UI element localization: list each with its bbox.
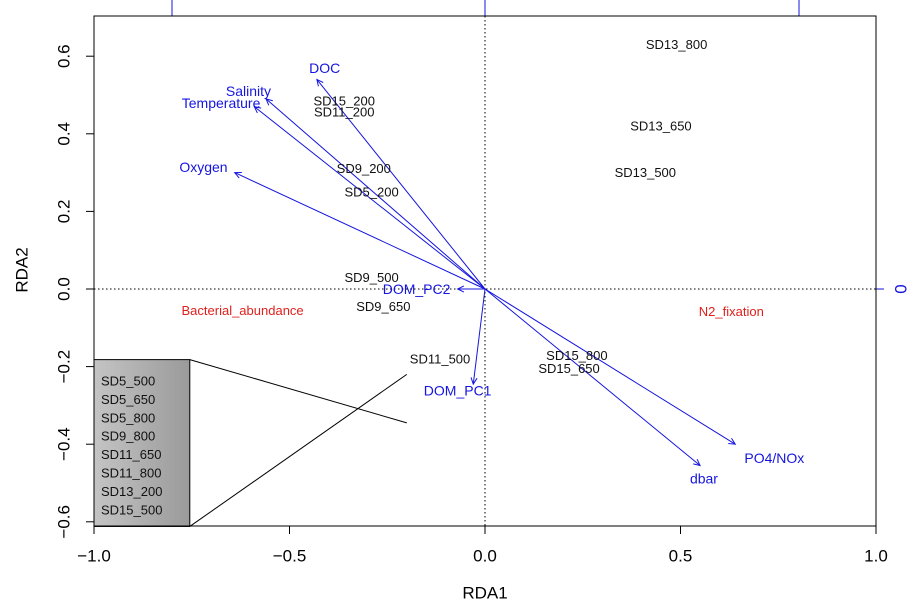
y-axis-tick-label: 0.4 <box>55 122 74 146</box>
sample-label: SD11_200 <box>314 105 374 120</box>
sample-label: SD15_800 <box>546 348 607 363</box>
sample-label: SD9_500 <box>345 270 399 285</box>
factor-label: N2_fixation <box>699 304 764 319</box>
vector-arrow <box>253 106 486 290</box>
sample-label: SD9_200 <box>337 161 391 176</box>
sample-label: SD13_500 <box>615 165 676 180</box>
zoom-connector-line <box>189 373 408 527</box>
vector-arrow <box>265 98 486 290</box>
x-axis-tick-label: −0.5 <box>273 547 307 566</box>
factor-label: Bacterial_abundance <box>182 303 304 318</box>
x-axis-title: RDA1 <box>462 584 507 603</box>
sample-label: SD15_200 <box>314 93 375 108</box>
vector-arrow <box>484 288 701 466</box>
vector-arrow <box>472 288 486 385</box>
sample-label: SD15_650 <box>538 361 599 376</box>
inset-sample-label: SD13_200 <box>101 484 162 499</box>
vector-arrowhead <box>470 377 478 386</box>
vector-label: DOC <box>309 60 340 76</box>
zoom-connector-line <box>189 359 407 424</box>
y-axis-tick-label: 0.0 <box>55 277 74 301</box>
sample-label: SD5_200 <box>345 185 399 200</box>
vector-label: dbar <box>690 470 718 486</box>
vector-arrowhead <box>693 458 701 467</box>
y-axis-tick-label: 0.2 <box>55 200 74 224</box>
vector-arrowhead <box>728 438 737 445</box>
vector-label: Salinity <box>226 83 271 99</box>
inset-sample-label: SD11_800 <box>101 466 161 481</box>
x-axis-tick-label: 0.5 <box>669 547 693 566</box>
vector-arrowhead <box>265 98 273 106</box>
y-axis-tick-label: −0.4 <box>55 427 74 461</box>
vector-arrowhead <box>233 171 242 179</box>
y-axis-title: RDA2 <box>13 247 32 292</box>
x-axis-tick-label: −1.0 <box>77 547 111 566</box>
y-axis-tick-label: 0.6 <box>55 44 74 68</box>
vector-arrowhead <box>316 78 324 87</box>
inset-sample-label: SD5_500 <box>101 374 155 389</box>
x-axis-tick-label: 1.0 <box>864 547 888 566</box>
x-axis-tick-label: 0.0 <box>473 547 497 566</box>
vector-arrow <box>234 172 486 290</box>
vector-label: PO4/NOx <box>744 450 804 466</box>
inset-sample-label: SD5_650 <box>101 392 155 407</box>
y-axis-tick-label: −0.2 <box>55 350 74 384</box>
right-axis-tick-label: 0 <box>892 284 908 293</box>
y-axis-tick-label: −0.6 <box>55 505 74 539</box>
sample-label: SD11_500 <box>410 351 470 366</box>
sample-label: SD9_650 <box>356 299 410 314</box>
inset-sample-label: SD15_500 <box>101 502 162 517</box>
sample-label: SD13_650 <box>630 119 691 134</box>
inset-sample-label: SD11_650 <box>101 447 161 462</box>
vector-label: Oxygen <box>179 159 227 175</box>
vector-label: DOM_PC2 <box>383 281 451 297</box>
vector-arrow <box>316 79 486 290</box>
sample-label: SD13_800 <box>646 37 707 52</box>
inset-sample-label: SD5_800 <box>101 410 155 425</box>
vector-arrowhead <box>253 105 262 114</box>
vector-arrow <box>484 288 736 445</box>
vector-arrowhead <box>456 285 465 293</box>
inset-sample-label: SD9_800 <box>101 429 155 444</box>
vector-label: DOM_PC1 <box>424 383 492 399</box>
vector-label: Temperature <box>182 95 261 111</box>
